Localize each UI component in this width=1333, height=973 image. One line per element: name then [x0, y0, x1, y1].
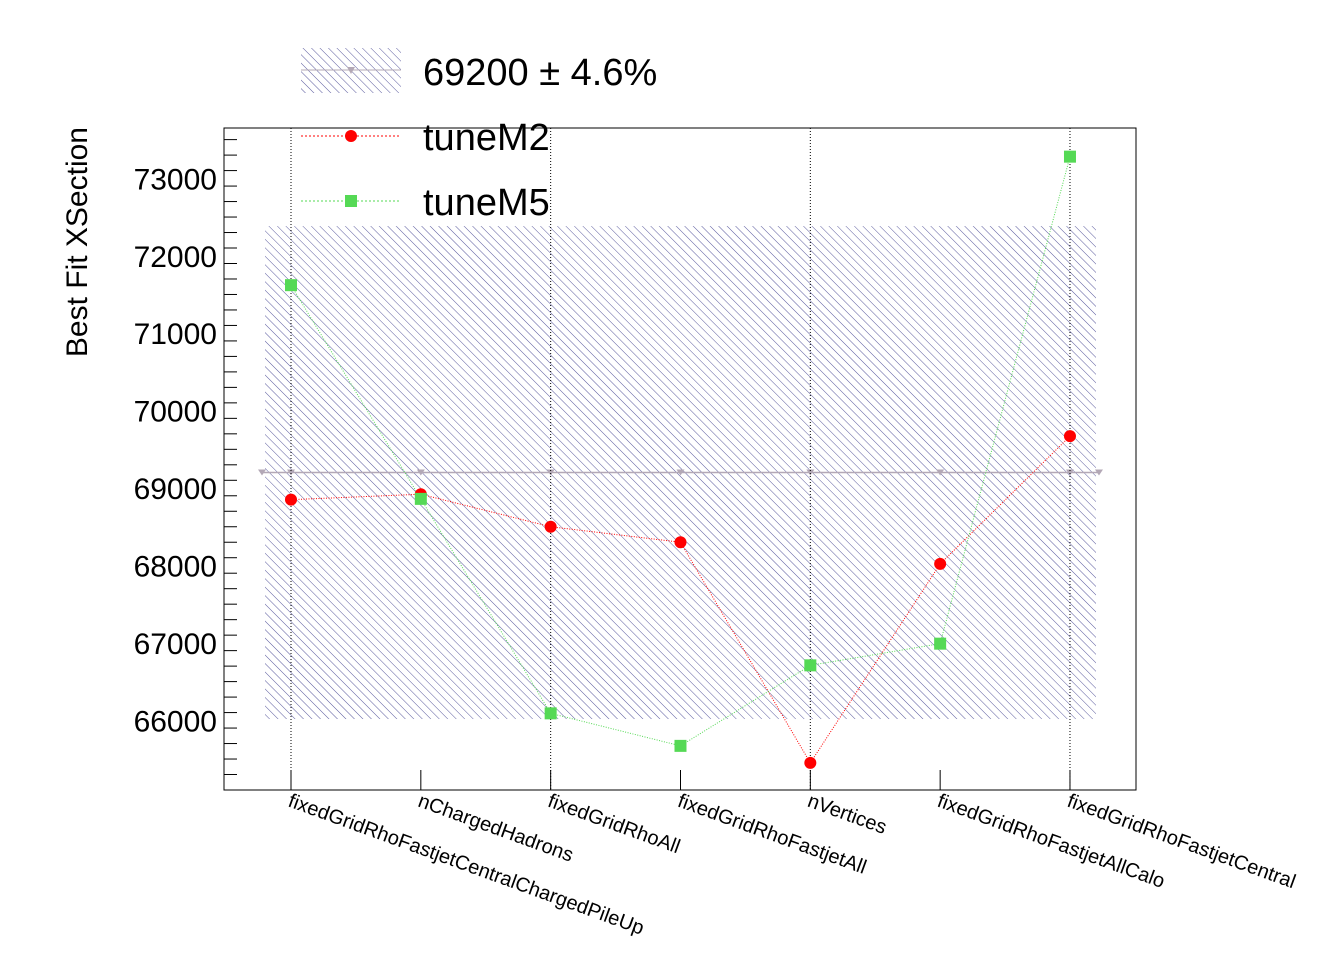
legend: 69200 ± 4.6% tuneM2 tuneM5 — [301, 48, 657, 224]
y-tick-label: 72000 — [134, 241, 217, 274]
band-center-marker — [287, 469, 295, 476]
point-tuneM2 — [285, 493, 297, 506]
point-tuneM2 — [544, 520, 557, 533]
y-tick-label: 68000 — [134, 550, 217, 583]
point-tuneM5 — [414, 492, 427, 505]
point-tuneM5 — [934, 637, 947, 650]
y-axis-title: Best Fit XSection — [61, 127, 94, 357]
y-tick-label: 69000 — [134, 473, 217, 506]
x-category-label: nVertices — [805, 790, 890, 839]
point-tuneM5 — [544, 707, 557, 720]
y-tick-label: 71000 — [134, 318, 217, 351]
legend-entry-tunem5: tuneM5 — [301, 182, 550, 224]
legend-m5-marker — [345, 195, 357, 207]
band-center-marker — [1065, 469, 1074, 476]
y-tick-label: 70000 — [134, 396, 217, 429]
point-tuneM2 — [804, 756, 817, 769]
band-layer — [258, 226, 1103, 720]
series-layer — [285, 150, 1076, 769]
legend-entry-band: 69200 ± 4.6% — [301, 48, 657, 94]
grid-layer — [290, 128, 1071, 790]
legend-m5-label: tuneM5 — [423, 182, 550, 224]
band-center-marker — [1094, 469, 1103, 476]
point-tuneM5 — [285, 279, 297, 292]
y-tick-label: 66000 — [134, 705, 217, 738]
band-center-marker — [676, 469, 685, 476]
point-tuneM5 — [674, 739, 687, 752]
x-category-label: fixedGridRhoFastjetCentral — [1064, 790, 1298, 893]
point-tuneM2 — [934, 557, 947, 570]
band-center-marker — [416, 469, 425, 476]
y-axis: 66000 67000 68000 69000 70000 71000 72000 73000 — [134, 139, 1071, 791]
band-center-marker — [806, 469, 815, 476]
legend-m2-marker — [345, 130, 357, 142]
band-center-marker — [546, 469, 555, 476]
legend-m2-label: tuneM2 — [423, 117, 550, 159]
point-tuneM2 — [1063, 430, 1076, 443]
legend-band-marker — [347, 67, 355, 74]
y-tick-label: 67000 — [134, 628, 217, 661]
legend-band-label: 69200 ± 4.6% — [423, 52, 657, 94]
band-center-marker — [936, 469, 945, 476]
point-tuneM5 — [1063, 150, 1076, 163]
point-tuneM2 — [674, 536, 687, 549]
y-tick-label: 73000 — [134, 163, 217, 196]
band-center-marker — [258, 469, 266, 476]
x-category-label: fixedGridRhoFastjetAllCalo — [934, 790, 1167, 893]
legend-entry-tunem2: tuneM2 — [301, 117, 550, 159]
x-axis-labels: fixedGridRhoFastjetCentralChargedPileUpn… — [285, 790, 1298, 940]
point-tuneM5 — [804, 659, 817, 672]
